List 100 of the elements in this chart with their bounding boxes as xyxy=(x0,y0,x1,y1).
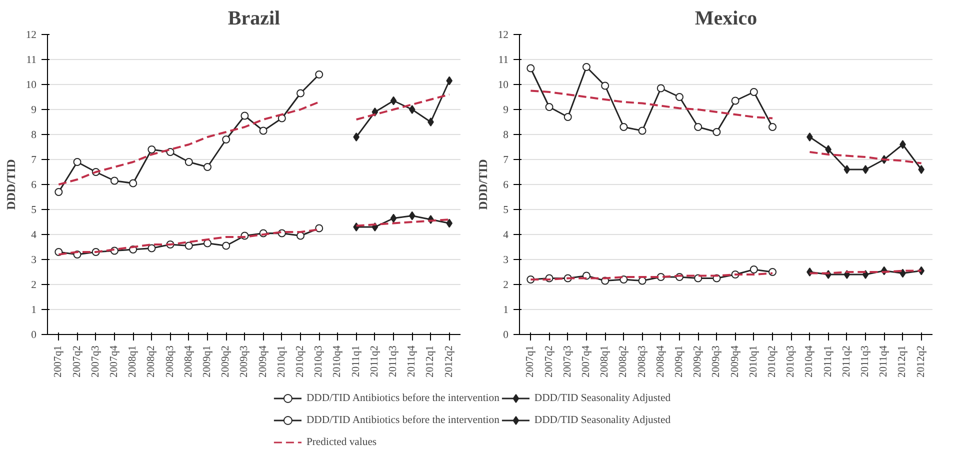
x-tick-label: 2009q3 xyxy=(711,346,722,378)
point xyxy=(315,70,324,78)
y-tick-label: 1 xyxy=(503,305,508,316)
point xyxy=(203,239,212,248)
y-tick-label: 4 xyxy=(503,230,510,241)
point xyxy=(694,123,702,131)
x-tick-label: 2009q1 xyxy=(674,346,685,378)
x-tick-label: 2009q1 xyxy=(202,346,213,378)
y-tick-label: 1 xyxy=(31,305,36,316)
point xyxy=(601,82,610,90)
x-tick-label: 2008q1 xyxy=(128,346,139,378)
x-tick-label: 2007q4 xyxy=(580,344,592,378)
x-tick-label: 2008q2 xyxy=(146,346,158,378)
x-tick-label: 2009q2 xyxy=(220,346,232,378)
x-tick-label: 2009q4 xyxy=(258,344,269,378)
y-tick-label: 10 xyxy=(498,80,508,91)
y-tick-label: 6 xyxy=(31,180,38,191)
y-tick-label: 12 xyxy=(498,30,508,41)
y-tick-label: 0 xyxy=(31,330,36,341)
point xyxy=(750,88,758,96)
x-tick-label: 2010q2 xyxy=(767,346,778,378)
x-tick-label: 2010q2 xyxy=(295,346,306,378)
point xyxy=(768,123,777,131)
legend-label: DDD/TID Seasonality Adjusted xyxy=(534,414,671,426)
x-tick-label: 2007q3 xyxy=(562,346,574,378)
y-tick-label: 8 xyxy=(503,130,508,141)
point xyxy=(675,93,684,101)
point xyxy=(564,113,572,121)
y-tick-label: 10 xyxy=(26,80,36,91)
y-tick-label: 12 xyxy=(26,30,36,41)
point xyxy=(750,266,758,274)
y-tick-label: 7 xyxy=(503,155,510,166)
point xyxy=(296,89,305,98)
y-tick-label: 3 xyxy=(31,255,36,266)
legend-label: DDD/TID Antibiotics before the intervention xyxy=(306,414,500,426)
point xyxy=(428,118,434,126)
legend-label: DDD/TID Antibiotics before the intervention xyxy=(306,392,500,404)
x-tick-label: 2012q1 xyxy=(897,346,908,378)
y-tick-label: 7 xyxy=(31,155,38,166)
point xyxy=(862,270,869,279)
legend-label: DDD/TID Seasonality Adjusted xyxy=(534,392,671,404)
point xyxy=(73,158,82,166)
x-tick-label: 2012q2 xyxy=(916,346,927,378)
x-tick-label: 2007q4 xyxy=(108,344,120,378)
point xyxy=(446,218,453,228)
x-tick-label: 2008q4 xyxy=(183,344,194,378)
y-tick-label: 8 xyxy=(31,130,36,141)
point xyxy=(712,128,721,136)
point xyxy=(222,242,230,250)
y-tick-label: 11 xyxy=(498,55,509,66)
point xyxy=(296,232,305,240)
x-tick-label: 2010q1 xyxy=(276,346,288,378)
chart-title: Mexico xyxy=(694,8,758,30)
point xyxy=(638,126,646,135)
point xyxy=(844,165,850,174)
x-tick-label: 2007q2 xyxy=(72,346,83,378)
x-tick-label: 2011q1 xyxy=(350,345,362,378)
point xyxy=(918,165,925,174)
x-tick-label: 2011q4 xyxy=(878,344,890,378)
x-tick-label: 2011q1 xyxy=(822,345,834,378)
point xyxy=(806,132,813,142)
x-tick-label: 2008q3 xyxy=(164,346,176,378)
x-tick-label: 2008q3 xyxy=(636,346,648,378)
y-tick-label: 5 xyxy=(503,205,508,216)
point xyxy=(390,214,397,223)
point xyxy=(148,244,156,252)
point xyxy=(129,179,138,188)
point xyxy=(545,103,554,111)
point xyxy=(862,165,869,174)
point xyxy=(731,96,740,105)
x-tick-label: 2011q4 xyxy=(406,344,418,378)
point xyxy=(148,146,156,154)
point xyxy=(222,136,230,144)
y-tick-label: 5 xyxy=(31,205,36,216)
x-tick-label: 2009q3 xyxy=(239,346,250,378)
y-tick-label: 3 xyxy=(503,255,508,266)
point xyxy=(582,63,590,71)
x-tick-label: 2011q2 xyxy=(369,345,380,378)
x-tick-label: 2010q3 xyxy=(314,346,325,378)
y-tick-label: 4 xyxy=(31,230,38,241)
x-tick-label: 2012q2 xyxy=(444,346,455,378)
point xyxy=(656,84,665,92)
point xyxy=(526,64,535,72)
x-tick-label: 2007q2 xyxy=(544,346,555,378)
point xyxy=(446,76,453,86)
legend-label: Predicted values xyxy=(306,436,377,448)
y-tick-label: 9 xyxy=(31,105,36,116)
point xyxy=(900,140,906,149)
y-tick-label: 9 xyxy=(503,105,508,116)
point xyxy=(184,242,193,250)
point xyxy=(203,163,212,171)
point xyxy=(353,132,360,142)
x-tick-label: 2009q2 xyxy=(692,346,704,378)
y-tick-label: 6 xyxy=(503,180,510,191)
x-tick-label: 2010q1 xyxy=(748,346,760,378)
x-tick-label: 2011q3 xyxy=(388,345,400,378)
x-tick-label: 2008q2 xyxy=(618,346,630,378)
x-tick-label: 2012q1 xyxy=(425,346,436,378)
point xyxy=(110,176,118,185)
x-tick-label: 2008q1 xyxy=(600,346,611,378)
